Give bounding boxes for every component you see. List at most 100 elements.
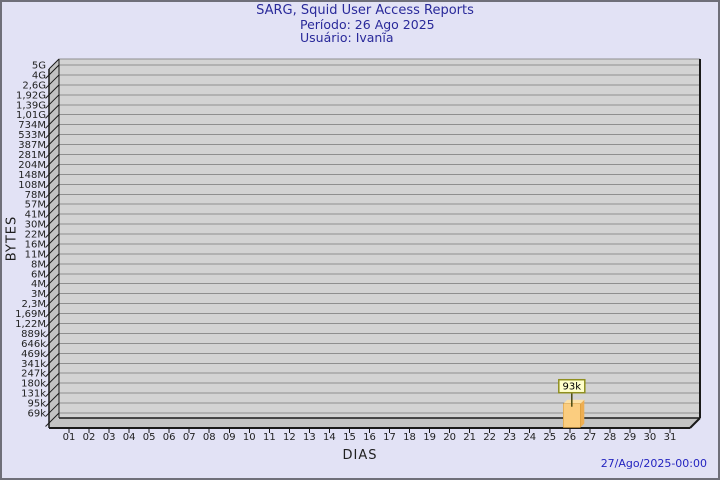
y-tick-label: 5G <box>32 61 46 72</box>
x-tick-label: 16 <box>363 432 376 443</box>
x-tick-label: 28 <box>603 432 616 443</box>
y-tick <box>45 343 60 358</box>
x-tick-label: 22 <box>483 432 496 443</box>
y-tick-label: 281M <box>18 150 46 161</box>
x-tick-label: 11 <box>263 432 276 443</box>
y-tick-label: 22M <box>25 230 46 241</box>
bar-side-face <box>580 399 585 428</box>
report-user: Usuário: Ivanĩa <box>300 30 394 45</box>
x-tick-label: 31 <box>664 432 677 443</box>
y-tick-label: 889k <box>21 329 46 340</box>
x-tick-label: 27 <box>583 432 596 443</box>
y-tick <box>45 203 60 219</box>
y-tick <box>45 412 60 427</box>
x-tick-label: 23 <box>503 432 516 443</box>
x-tick-label: 05 <box>143 432 156 443</box>
y-tick <box>45 84 60 99</box>
y-tick-label: 1,92G <box>16 90 46 101</box>
y-tick <box>45 263 60 278</box>
generated-timestamp: 27/Ago/2025-00:00 <box>600 457 707 470</box>
x-tick-labels: 01 02 03 04 05 06 07 08 09 10 11 12 13 14 15 16 17 18 19 20… <box>63 432 677 443</box>
y-tick-label: 6M <box>31 269 46 280</box>
x-tick-label: 10 <box>243 432 256 443</box>
y-tick-label: 1,01G <box>16 110 46 121</box>
data-bar-day-26 <box>563 399 585 428</box>
y-tick-label: 1,69M <box>15 309 46 320</box>
y-tick-label: 533M <box>18 130 46 141</box>
y-tick <box>45 253 60 268</box>
y-tick-label: 4M <box>31 279 46 290</box>
x-tick-label: 24 <box>523 432 536 443</box>
y-tick <box>45 293 60 308</box>
y-tick-label: 78M <box>25 190 46 201</box>
bar-value-label: 93k <box>563 382 582 393</box>
x-tick-label: 06 <box>163 432 176 443</box>
y-tick-label: 2,3M <box>21 299 46 310</box>
x-tick-label: 02 <box>83 432 96 443</box>
x-tick-label: 13 <box>303 432 316 443</box>
y-tick <box>45 402 60 417</box>
x-tick-label: 19 <box>423 432 436 443</box>
y-tick <box>45 154 60 169</box>
y-tick-label: 469k <box>21 349 46 360</box>
y-tick <box>45 64 60 79</box>
report-title: SARG, Squid User Access Reports <box>256 3 474 18</box>
y-tick-label: 646k <box>21 339 46 350</box>
y-tick <box>45 144 60 159</box>
y-tick <box>45 164 60 179</box>
y-tick-label: 734M <box>18 120 46 131</box>
y-tick <box>45 104 60 119</box>
y-tick <box>45 352 60 368</box>
x-tick-label: 12 <box>283 432 296 443</box>
y-tick-label: 108M <box>18 180 46 191</box>
y-tick-label: 1,22M <box>15 319 46 330</box>
y-tick-label: 341k <box>21 359 46 370</box>
y-tick <box>45 183 60 199</box>
x-tick-label: 15 <box>343 432 356 443</box>
y-tick-label: 180k <box>21 379 46 390</box>
callout-box <box>558 378 586 394</box>
y-tick <box>45 243 60 258</box>
x-tick-label: 14 <box>323 432 336 443</box>
x-tick-label: 26 <box>563 432 576 443</box>
y-tick-label: 3M <box>31 289 46 300</box>
y-tick-label: 41M <box>25 210 46 221</box>
x-axis-title: DIAS <box>342 448 378 463</box>
bar-value-callout: 93k <box>558 378 586 407</box>
y-tick <box>45 273 60 288</box>
y-tick <box>45 283 60 298</box>
plot-back-plane <box>59 59 700 418</box>
y-tick <box>45 223 60 238</box>
y-tick-label: 95k <box>27 399 46 410</box>
y-tick-label: 1,39G <box>16 100 46 111</box>
y-tick-label: 131k <box>21 389 46 400</box>
report-period: Período: 26 Ago 2025 <box>300 17 435 32</box>
x-tick-label: 17 <box>383 432 396 443</box>
y-tick-label: 69k <box>27 409 46 420</box>
y-tick <box>45 382 60 398</box>
bar-top-face <box>563 399 585 404</box>
plot-edges <box>48 58 701 429</box>
y-tick <box>45 174 60 189</box>
x-tick-label: 18 <box>403 432 416 443</box>
x-tick-label: 21 <box>463 432 476 443</box>
y-tick <box>45 74 60 89</box>
bar-front-face <box>563 403 581 428</box>
y-tick-label: 2,6G <box>22 80 46 91</box>
x-tick-label: 30 <box>644 432 657 443</box>
y-tick-label: 387M <box>18 140 46 151</box>
y-tick-label: 247k <box>21 369 46 380</box>
y-tick <box>45 213 60 228</box>
y-axis-title: BYTES <box>4 215 20 262</box>
y-tick-label: 4G <box>32 70 46 81</box>
plot-floor <box>49 418 700 428</box>
y-tick <box>45 233 60 248</box>
y-tick-label: 8M <box>31 259 46 270</box>
y-tick <box>45 372 60 388</box>
x-tick-label: 20 <box>443 432 456 443</box>
y-tick <box>45 362 60 378</box>
x-ticks <box>68 428 671 433</box>
y-tick <box>45 323 60 338</box>
